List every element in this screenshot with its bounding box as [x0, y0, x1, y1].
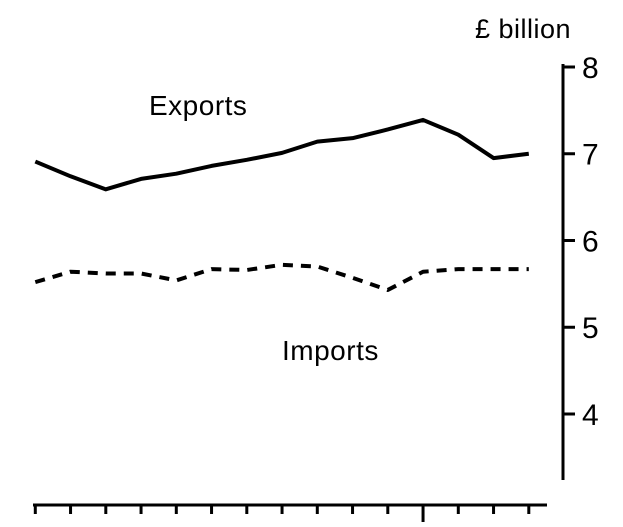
exports-series-label: Exports [149, 90, 248, 121]
y-tick-label: 7 [582, 139, 599, 172]
imports-series-label: Imports [282, 335, 379, 366]
imports-line [34, 262, 529, 292]
y-tick-label: 6 [582, 225, 599, 258]
exports-line [34, 117, 530, 192]
y-axis-unit-label: £ billion [474, 14, 571, 44]
y-tick-label: 4 [582, 399, 599, 432]
y-tick-label: 5 [582, 312, 599, 345]
y-tick-label: 8 [582, 52, 599, 85]
